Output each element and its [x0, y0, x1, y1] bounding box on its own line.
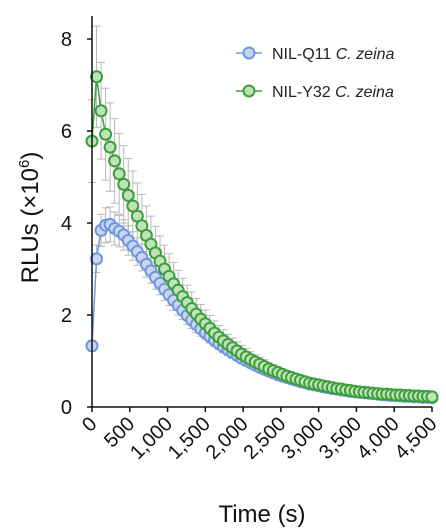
y-axis-title-close: ) — [17, 152, 44, 160]
y-tick-label: 8 — [61, 29, 72, 51]
x-tick-label: 3,000 — [277, 413, 328, 464]
legend-label-species: C. zeina — [335, 84, 394, 101]
y-axis-title-exponent: 6 — [16, 160, 33, 168]
y-axis-title: RLUs (×106) — [16, 152, 44, 284]
data-point-series-1 — [94, 104, 108, 118]
legend-label-species: C. zeina — [336, 46, 395, 63]
legend-label-0: NIL-Q11 C. zeina — [272, 46, 395, 63]
x-tick-label: 1,500 — [164, 413, 215, 464]
x-tick-label: 3,500 — [315, 413, 366, 464]
y-axis-title-main: RLUs (×10 — [17, 168, 44, 283]
data-point-series-1 — [121, 188, 135, 202]
y-tick-label: 6 — [61, 121, 72, 143]
data-point-series-0 — [90, 252, 104, 266]
legend-label-name: NIL-Q11 — [272, 46, 336, 63]
data-point-series-1 — [425, 390, 439, 404]
x-tick-label: 2,500 — [239, 413, 290, 464]
x-tick-label: 4,500 — [391, 413, 442, 464]
legend-label-name: NIL-Y32 — [272, 84, 335, 101]
data-point-series-1 — [99, 127, 113, 141]
legend-label-1: NIL-Y32 C. zeina — [272, 84, 394, 101]
legend-marker-1 — [242, 84, 256, 98]
legend-marker-0 — [242, 46, 256, 60]
x-axis-title: Time (s) — [218, 501, 305, 528]
x-tick-label: 1,000 — [126, 413, 177, 464]
x-tick-label: 2,000 — [202, 413, 253, 464]
data-point-series-1 — [112, 167, 126, 181]
x-tick-label: 0 — [78, 413, 101, 436]
data-points — [85, 70, 439, 405]
data-point-series-1 — [117, 177, 131, 191]
data-point-series-1 — [103, 140, 117, 154]
data-point-series-1 — [108, 154, 122, 168]
y-tick-label: 4 — [61, 213, 72, 235]
x-tick-label: 4,000 — [353, 413, 404, 464]
y-tick-label: 0 — [61, 397, 72, 419]
data-point-series-1 — [90, 70, 104, 84]
y-tick-label: 2 — [61, 305, 72, 327]
